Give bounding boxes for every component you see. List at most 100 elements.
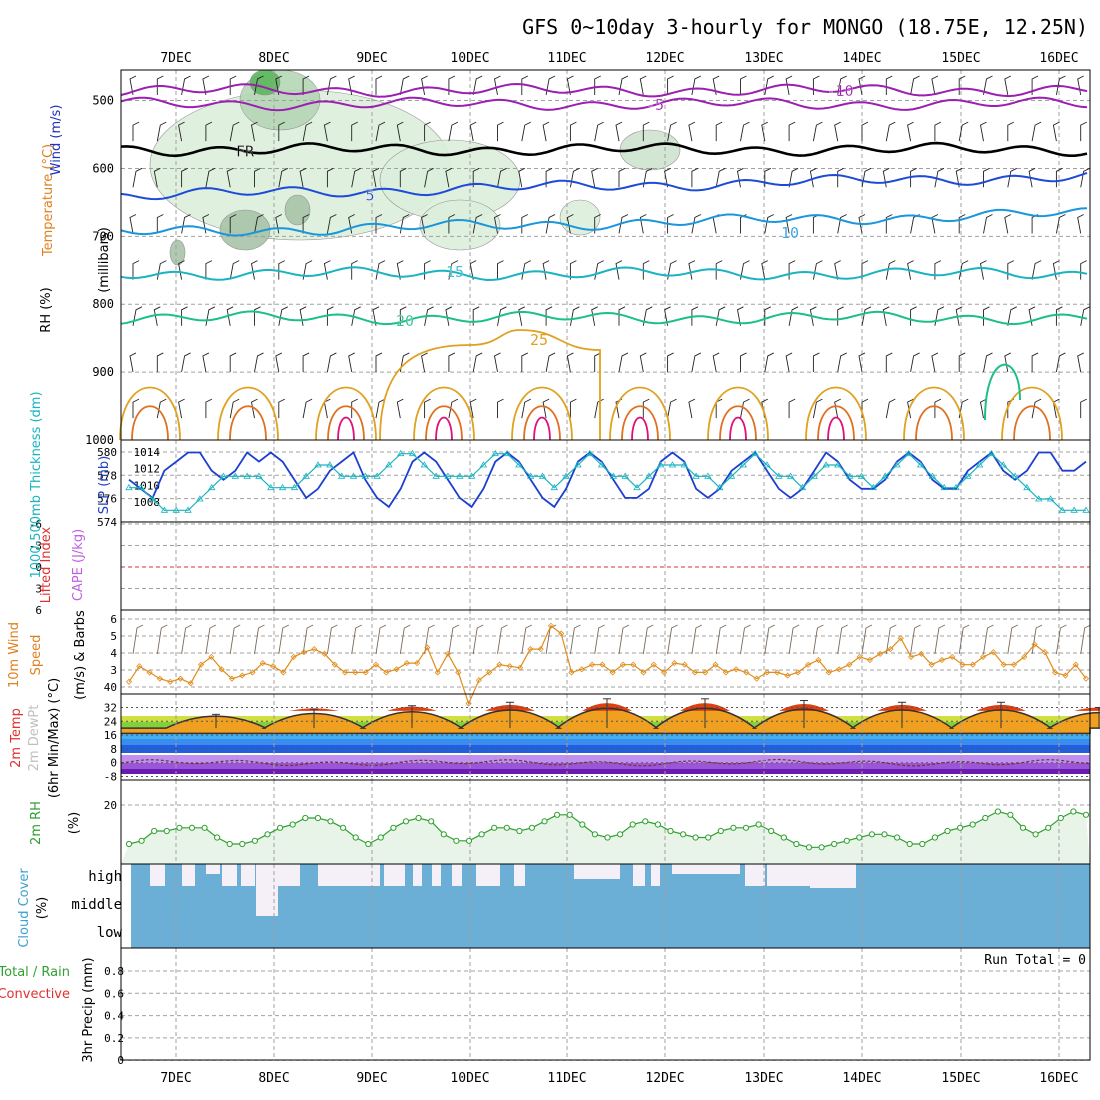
surface-barb <box>837 624 848 655</box>
wind-speed-point <box>897 635 904 642</box>
label-thickness: 1000-500mb Thickness (dm) <box>29 391 44 578</box>
rh-point <box>415 814 422 822</box>
rh-point <box>365 840 372 848</box>
warm-loop <box>217 386 279 441</box>
wind-barb <box>761 121 769 142</box>
wind-barb <box>788 398 796 419</box>
wind-barb <box>785 75 793 96</box>
surface-barb <box>497 624 508 655</box>
wind-barb <box>1080 306 1090 326</box>
thickness-point <box>278 483 287 491</box>
wind-barb <box>861 306 872 326</box>
cloud-level-label: low <box>97 925 123 941</box>
wind-speed-point <box>249 669 256 676</box>
rh-point <box>579 821 586 828</box>
wind-tick: 4 <box>110 647 117 660</box>
thickness-point <box>385 461 393 468</box>
rh-point <box>768 827 775 835</box>
wind-barb <box>278 167 289 188</box>
wind-speed-point <box>846 661 853 668</box>
temp-tick: 32 <box>104 701 117 714</box>
wind-barb <box>545 167 553 188</box>
thickness-point <box>822 461 830 468</box>
wind-barb <box>910 306 917 326</box>
cloud-gap <box>222 864 237 886</box>
surface-barb <box>812 624 824 655</box>
thickness-point <box>432 472 440 479</box>
wind-speed-point <box>949 653 956 660</box>
wind-barb <box>740 398 750 419</box>
warm-loop <box>805 386 867 441</box>
wind-speed-line <box>128 624 1087 706</box>
warm-loop <box>621 405 659 441</box>
wind-barb <box>885 121 896 142</box>
precip-tick: 0.6 <box>104 987 124 1000</box>
rh-point <box>906 840 913 848</box>
rh-point <box>642 818 649 825</box>
label-wind10-2: Speed <box>29 635 44 676</box>
surface-barb <box>691 624 703 655</box>
wind-speed-point <box>239 672 246 679</box>
wind-barb <box>497 398 504 419</box>
precip-panel: 0.8 0.6 0.4 0.2 0 <box>104 947 1091 1067</box>
thickness-point <box>243 472 251 479</box>
rh-point <box>214 834 221 841</box>
warm-loop <box>413 386 475 441</box>
wind-barb <box>156 398 167 419</box>
wind-barb <box>323 121 331 142</box>
thickness-point <box>550 483 559 491</box>
wind-barb <box>351 167 361 188</box>
contour-label: -5 <box>646 96 664 114</box>
wind-barb <box>497 167 507 188</box>
wind-barb <box>254 75 264 96</box>
wind-barb <box>229 214 237 234</box>
wind-barb <box>278 306 289 326</box>
pressure-tick: 500 <box>92 94 114 108</box>
rh-point <box>654 821 662 828</box>
rh-point <box>667 827 674 835</box>
thickness-point <box>1023 483 1031 491</box>
wind-barb <box>910 214 920 234</box>
precip-tick: 0.8 <box>104 965 124 978</box>
surface-barb <box>1080 624 1091 655</box>
rh-point <box>969 821 976 828</box>
wind-barb <box>667 214 674 234</box>
rh-point <box>125 840 133 848</box>
wind-barb <box>740 352 747 372</box>
date-label: 8DEC <box>258 1071 289 1086</box>
pressure-tick: 1000 <box>85 433 114 447</box>
rh-point <box>566 811 573 818</box>
wind-barb <box>469 398 477 419</box>
wind-barb <box>275 75 283 96</box>
rh-point <box>818 844 825 851</box>
label-rh2m-2: (%) <box>67 812 82 835</box>
wind-barb <box>566 214 574 234</box>
wind-barb <box>688 398 696 419</box>
wind-barb <box>594 214 601 234</box>
pressure-tick: 600 <box>92 161 114 175</box>
wind-speed-point <box>1062 672 1069 679</box>
wind-barb <box>1031 260 1042 280</box>
rh-point <box>188 824 196 831</box>
wind-barb <box>958 75 966 95</box>
wind-barb <box>326 306 334 326</box>
wind-barb <box>1077 352 1084 373</box>
thickness-point <box>408 449 417 457</box>
pressure-tick: 800 <box>92 297 114 311</box>
wind-speed-point <box>1010 661 1018 668</box>
rh-area <box>419 199 501 251</box>
label-cloud-1: Cloud Cover <box>17 868 32 948</box>
hot-loop <box>729 416 747 441</box>
warm-loop <box>903 386 965 441</box>
wind-speed-point <box>156 675 163 682</box>
temp-contour <box>120 207 1088 237</box>
thickness-point <box>137 483 145 491</box>
wind-speed-point <box>578 666 585 673</box>
wind-speed-point <box>763 669 771 676</box>
wind-barb <box>1052 121 1060 142</box>
temp-contour-25 <box>379 329 601 441</box>
thickness-point <box>1058 506 1067 513</box>
thickness-point <box>196 495 204 502</box>
rh-point <box>919 840 926 848</box>
